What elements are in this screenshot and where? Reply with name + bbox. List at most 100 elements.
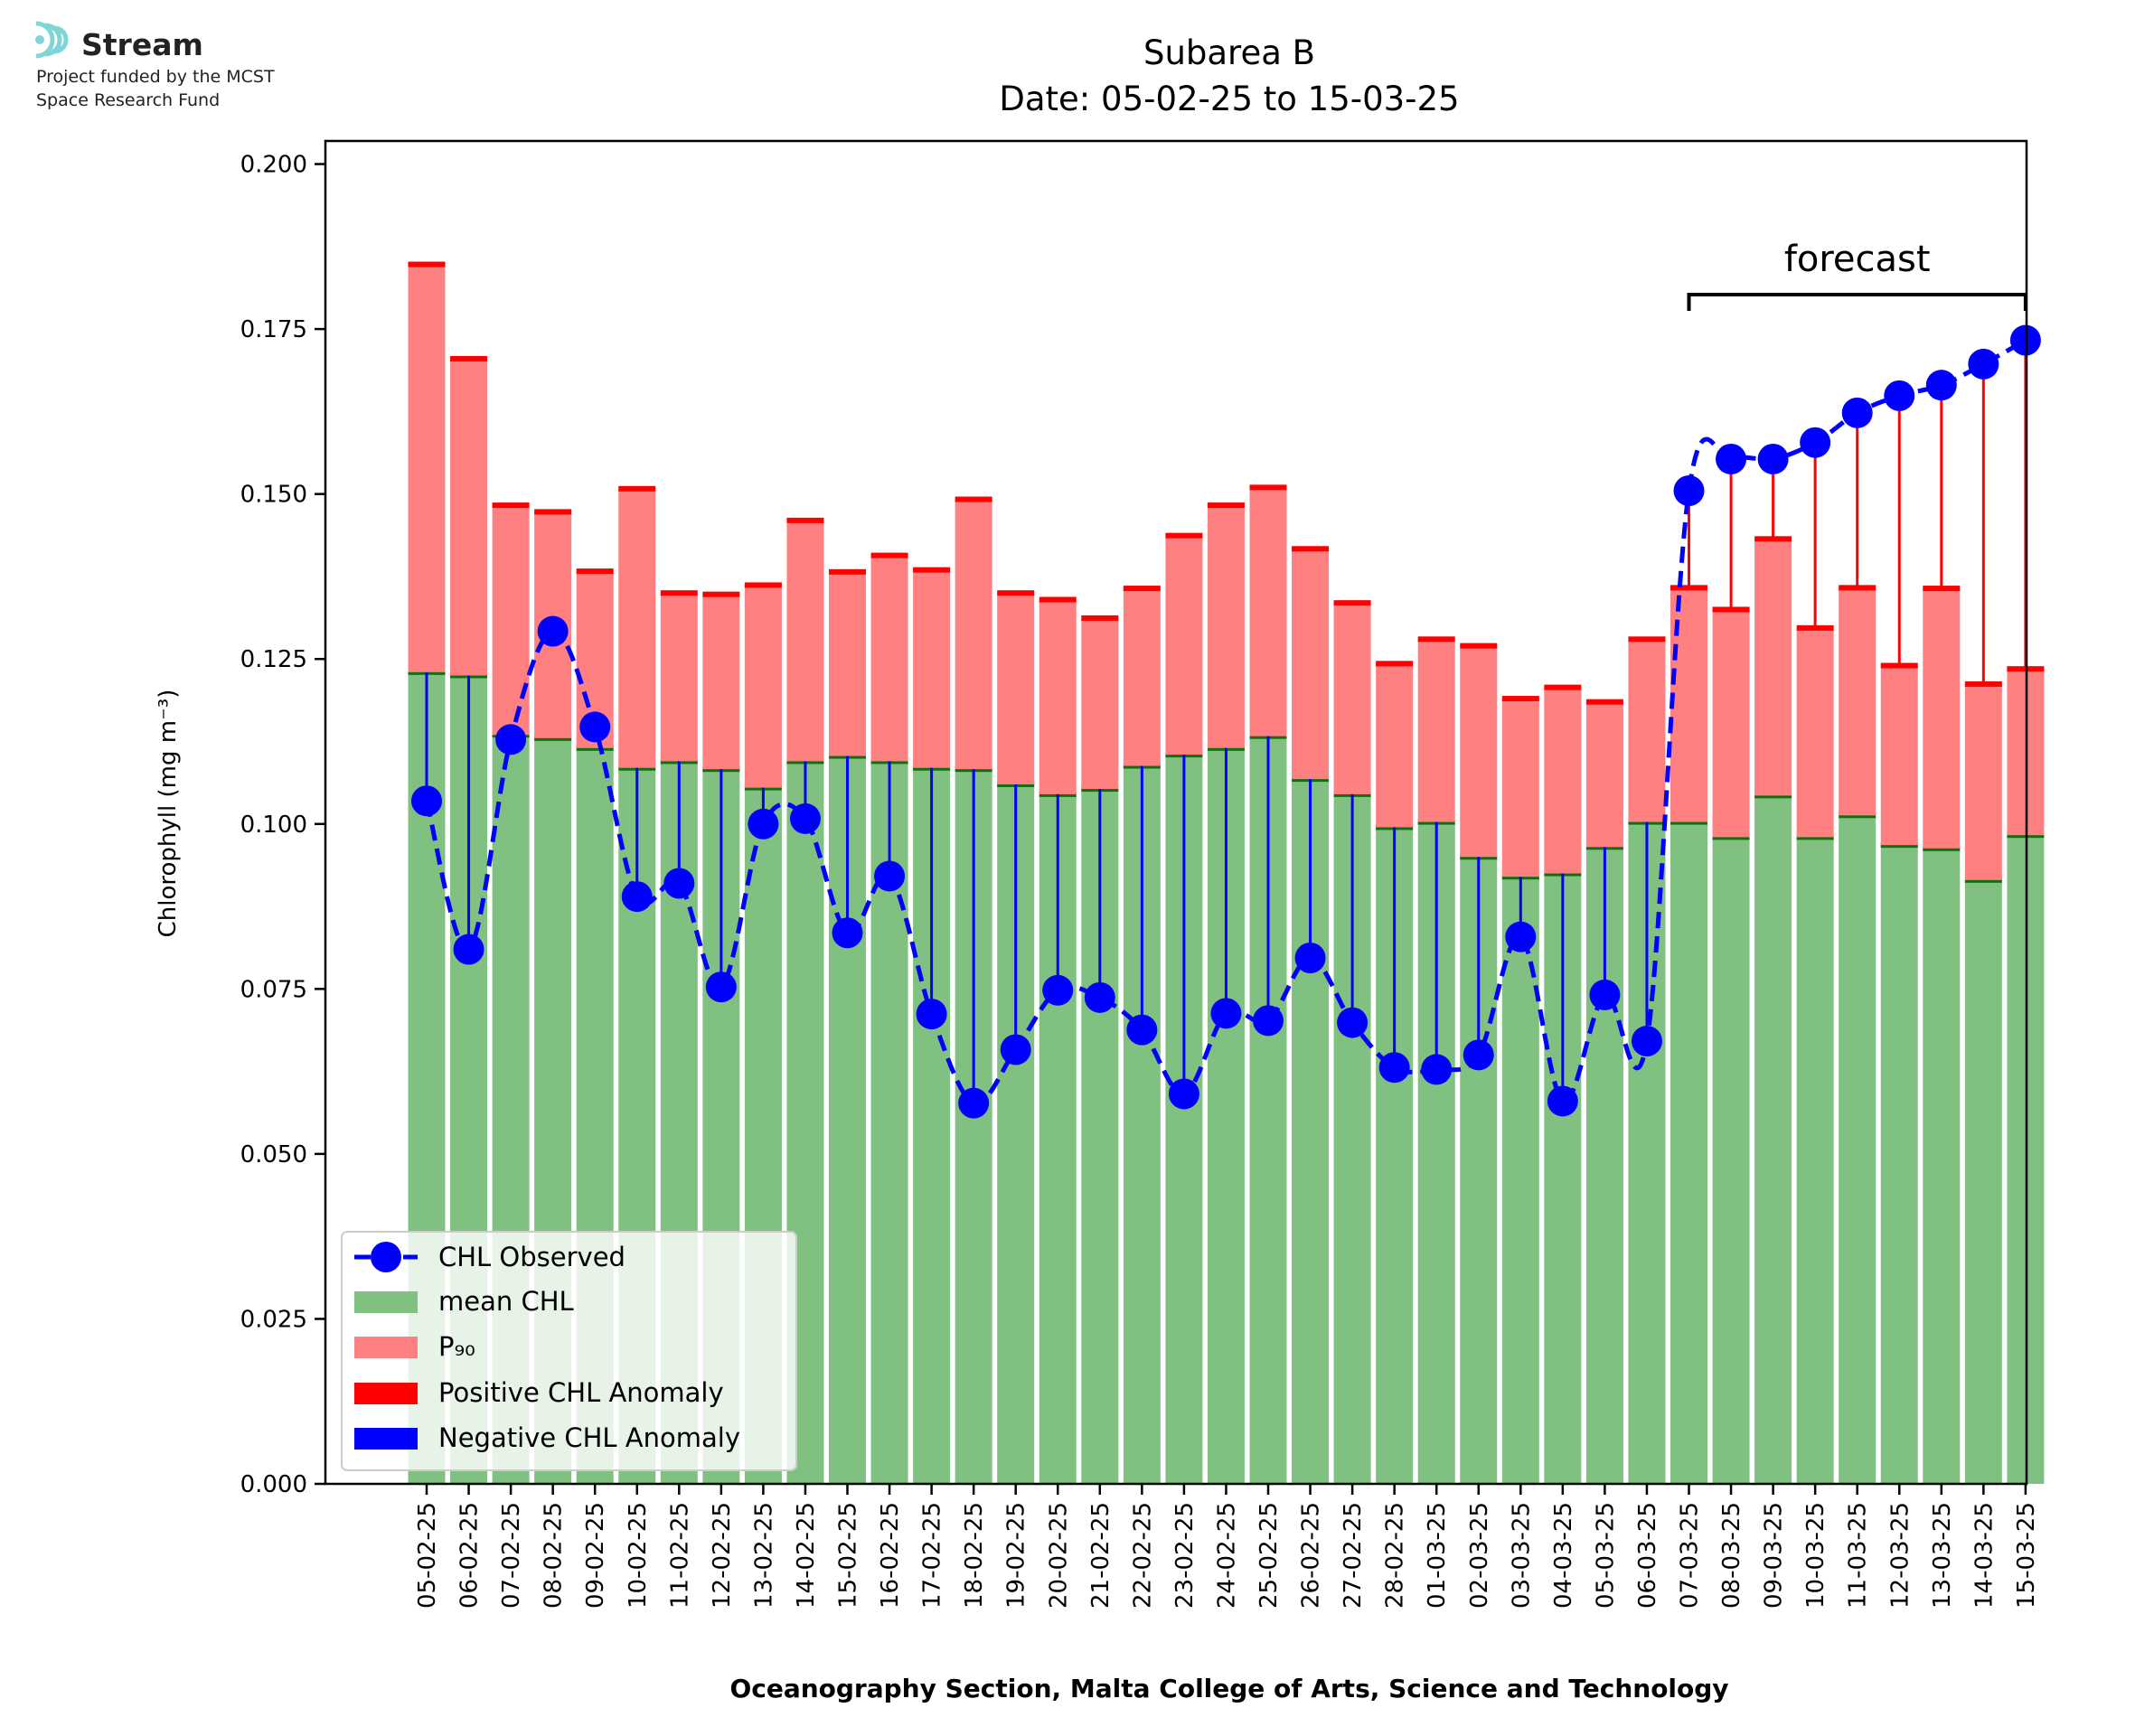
- p90-cap: [660, 590, 698, 596]
- x-tick-label: 08-02-25: [541, 1502, 568, 1609]
- p90-bar: [1585, 701, 1623, 848]
- x-tick-label: 20-02-25: [1045, 1502, 1072, 1609]
- p90-bar: [1165, 535, 1203, 755]
- x-tick-label: 19-02-25: [1003, 1502, 1030, 1609]
- observed-point: [1421, 1054, 1453, 1085]
- x-tick-label: 18-02-25: [961, 1502, 988, 1609]
- x-tick-label: 04-03-25: [1550, 1502, 1577, 1609]
- p90-cap: [1376, 661, 1414, 667]
- x-tick-label: 17-02-25: [919, 1502, 946, 1609]
- mean-chl-bar: [1712, 837, 1750, 1484]
- p90-cap: [1501, 696, 1539, 702]
- p90-bar: [1923, 588, 1961, 849]
- p90-cap: [1417, 636, 1455, 643]
- forecast-label: forecast: [1784, 239, 1931, 280]
- chart-subtitle: Date: 05-02-25 to 15-03-25: [999, 80, 1459, 118]
- observed-line: [411, 324, 2041, 1119]
- p90-bar: [1796, 627, 1834, 838]
- p90-bar: [744, 585, 782, 788]
- p90-cap: [450, 355, 488, 361]
- x-tick-label: 24-02-25: [1213, 1502, 1240, 1609]
- observed-point: [1884, 380, 1915, 411]
- observed-point: [411, 785, 442, 817]
- p90-bar: [1628, 639, 1666, 822]
- x-tick-label: 22-02-25: [1129, 1502, 1156, 1609]
- p90-bar: [450, 358, 488, 676]
- y-tick-label: 0.125: [240, 646, 307, 673]
- p90-bar: [829, 571, 866, 756]
- observed-point: [1673, 475, 1705, 507]
- p90-cap: [1333, 600, 1371, 606]
- observed-point: [1042, 974, 1074, 1006]
- p90-cap: [534, 509, 572, 515]
- p90-cap: [1039, 596, 1077, 603]
- observed-point: [1505, 921, 1537, 952]
- observed-point: [832, 917, 863, 949]
- observed-point: [1210, 998, 1242, 1029]
- x-tick-label: 11-02-25: [666, 1502, 693, 1609]
- x-axis-label: Oceanography Section, Malta College of A…: [729, 1674, 1728, 1703]
- p90-bar: [1249, 487, 1287, 737]
- p90-cap: [1628, 636, 1666, 643]
- x-tick-label: 13-03-25: [1929, 1502, 1956, 1609]
- y-tick-label: 0.025: [240, 1306, 307, 1333]
- chart-title: Subarea B: [1143, 33, 1315, 72]
- x-tick-label: 03-03-25: [1508, 1502, 1535, 1609]
- x-tick-label: 06-03-25: [1634, 1502, 1661, 1609]
- p90-bar: [492, 505, 530, 736]
- p90-cap: [1249, 484, 1287, 491]
- legend-swatch: [354, 1291, 418, 1313]
- p90-bar: [660, 593, 698, 762]
- p90-cap: [786, 517, 824, 523]
- x-tick-label: 14-03-25: [1971, 1502, 1998, 1609]
- p90-cap: [744, 582, 782, 588]
- p90-cap: [913, 567, 951, 573]
- x-tick-label: 02-03-25: [1466, 1502, 1493, 1609]
- mean-chl-bar: [1923, 848, 1961, 1484]
- x-tick-label: 23-02-25: [1171, 1502, 1199, 1609]
- p90-bar: [1081, 617, 1119, 790]
- mean-chl-bar: [1880, 845, 1918, 1484]
- x-tick-label: 16-02-25: [877, 1502, 904, 1609]
- p90-bar: [955, 499, 992, 770]
- p90-bar: [1964, 683, 2002, 880]
- y-tick-label: 0.175: [240, 316, 307, 343]
- x-axis: 05-02-25 06-02-25 07-02-25 08-02-25 09-02-25…: [414, 1484, 2040, 1609]
- p90-bar: [870, 555, 908, 762]
- legend-swatch-marker: [371, 1242, 401, 1272]
- p90-bar: [1333, 603, 1371, 794]
- observed-dashed-line: [424, 338, 2027, 1106]
- p90-bar: [1839, 587, 1877, 816]
- x-tick-label: 26-02-25: [1298, 1502, 1325, 1609]
- p90-bar: [618, 488, 656, 768]
- observed-point: [537, 615, 569, 647]
- p90-cap: [1207, 502, 1245, 509]
- mean-chl-bar: [1670, 821, 1707, 1484]
- p90-cap: [870, 552, 908, 558]
- observed-point: [1841, 397, 1873, 428]
- mean-chl-cap: [1839, 812, 1877, 819]
- observed-point: [495, 724, 527, 755]
- logo-title: Stream: [81, 27, 203, 62]
- y-tick-label: 0.000: [240, 1471, 307, 1498]
- legend-label: Negative CHL Anomaly: [438, 1422, 740, 1453]
- x-tick-label: 01-03-25: [1424, 1502, 1451, 1609]
- observed-point: [748, 808, 779, 840]
- x-tick-label: 11-03-25: [1845, 1502, 1872, 1609]
- observed-point: [1337, 1007, 1369, 1038]
- forecast-bracket: forecast: [1687, 239, 2027, 311]
- observed-point: [1463, 1039, 1494, 1071]
- observed-point: [705, 971, 737, 1003]
- observed-point: [1168, 1078, 1199, 1110]
- p90-bar: [1501, 699, 1539, 877]
- observed-point: [663, 868, 695, 899]
- y-tick-label: 0.075: [240, 976, 307, 1003]
- logo-funding-line2: Space Research Fund: [36, 90, 221, 110]
- legend-label: mean CHL: [438, 1286, 574, 1317]
- mean-chl-cap: [1923, 845, 1961, 851]
- x-tick-label: 08-03-25: [1718, 1502, 1745, 1609]
- x-tick-label: 27-02-25: [1340, 1502, 1367, 1609]
- observed-point: [874, 860, 906, 892]
- p90-cap: [955, 496, 992, 502]
